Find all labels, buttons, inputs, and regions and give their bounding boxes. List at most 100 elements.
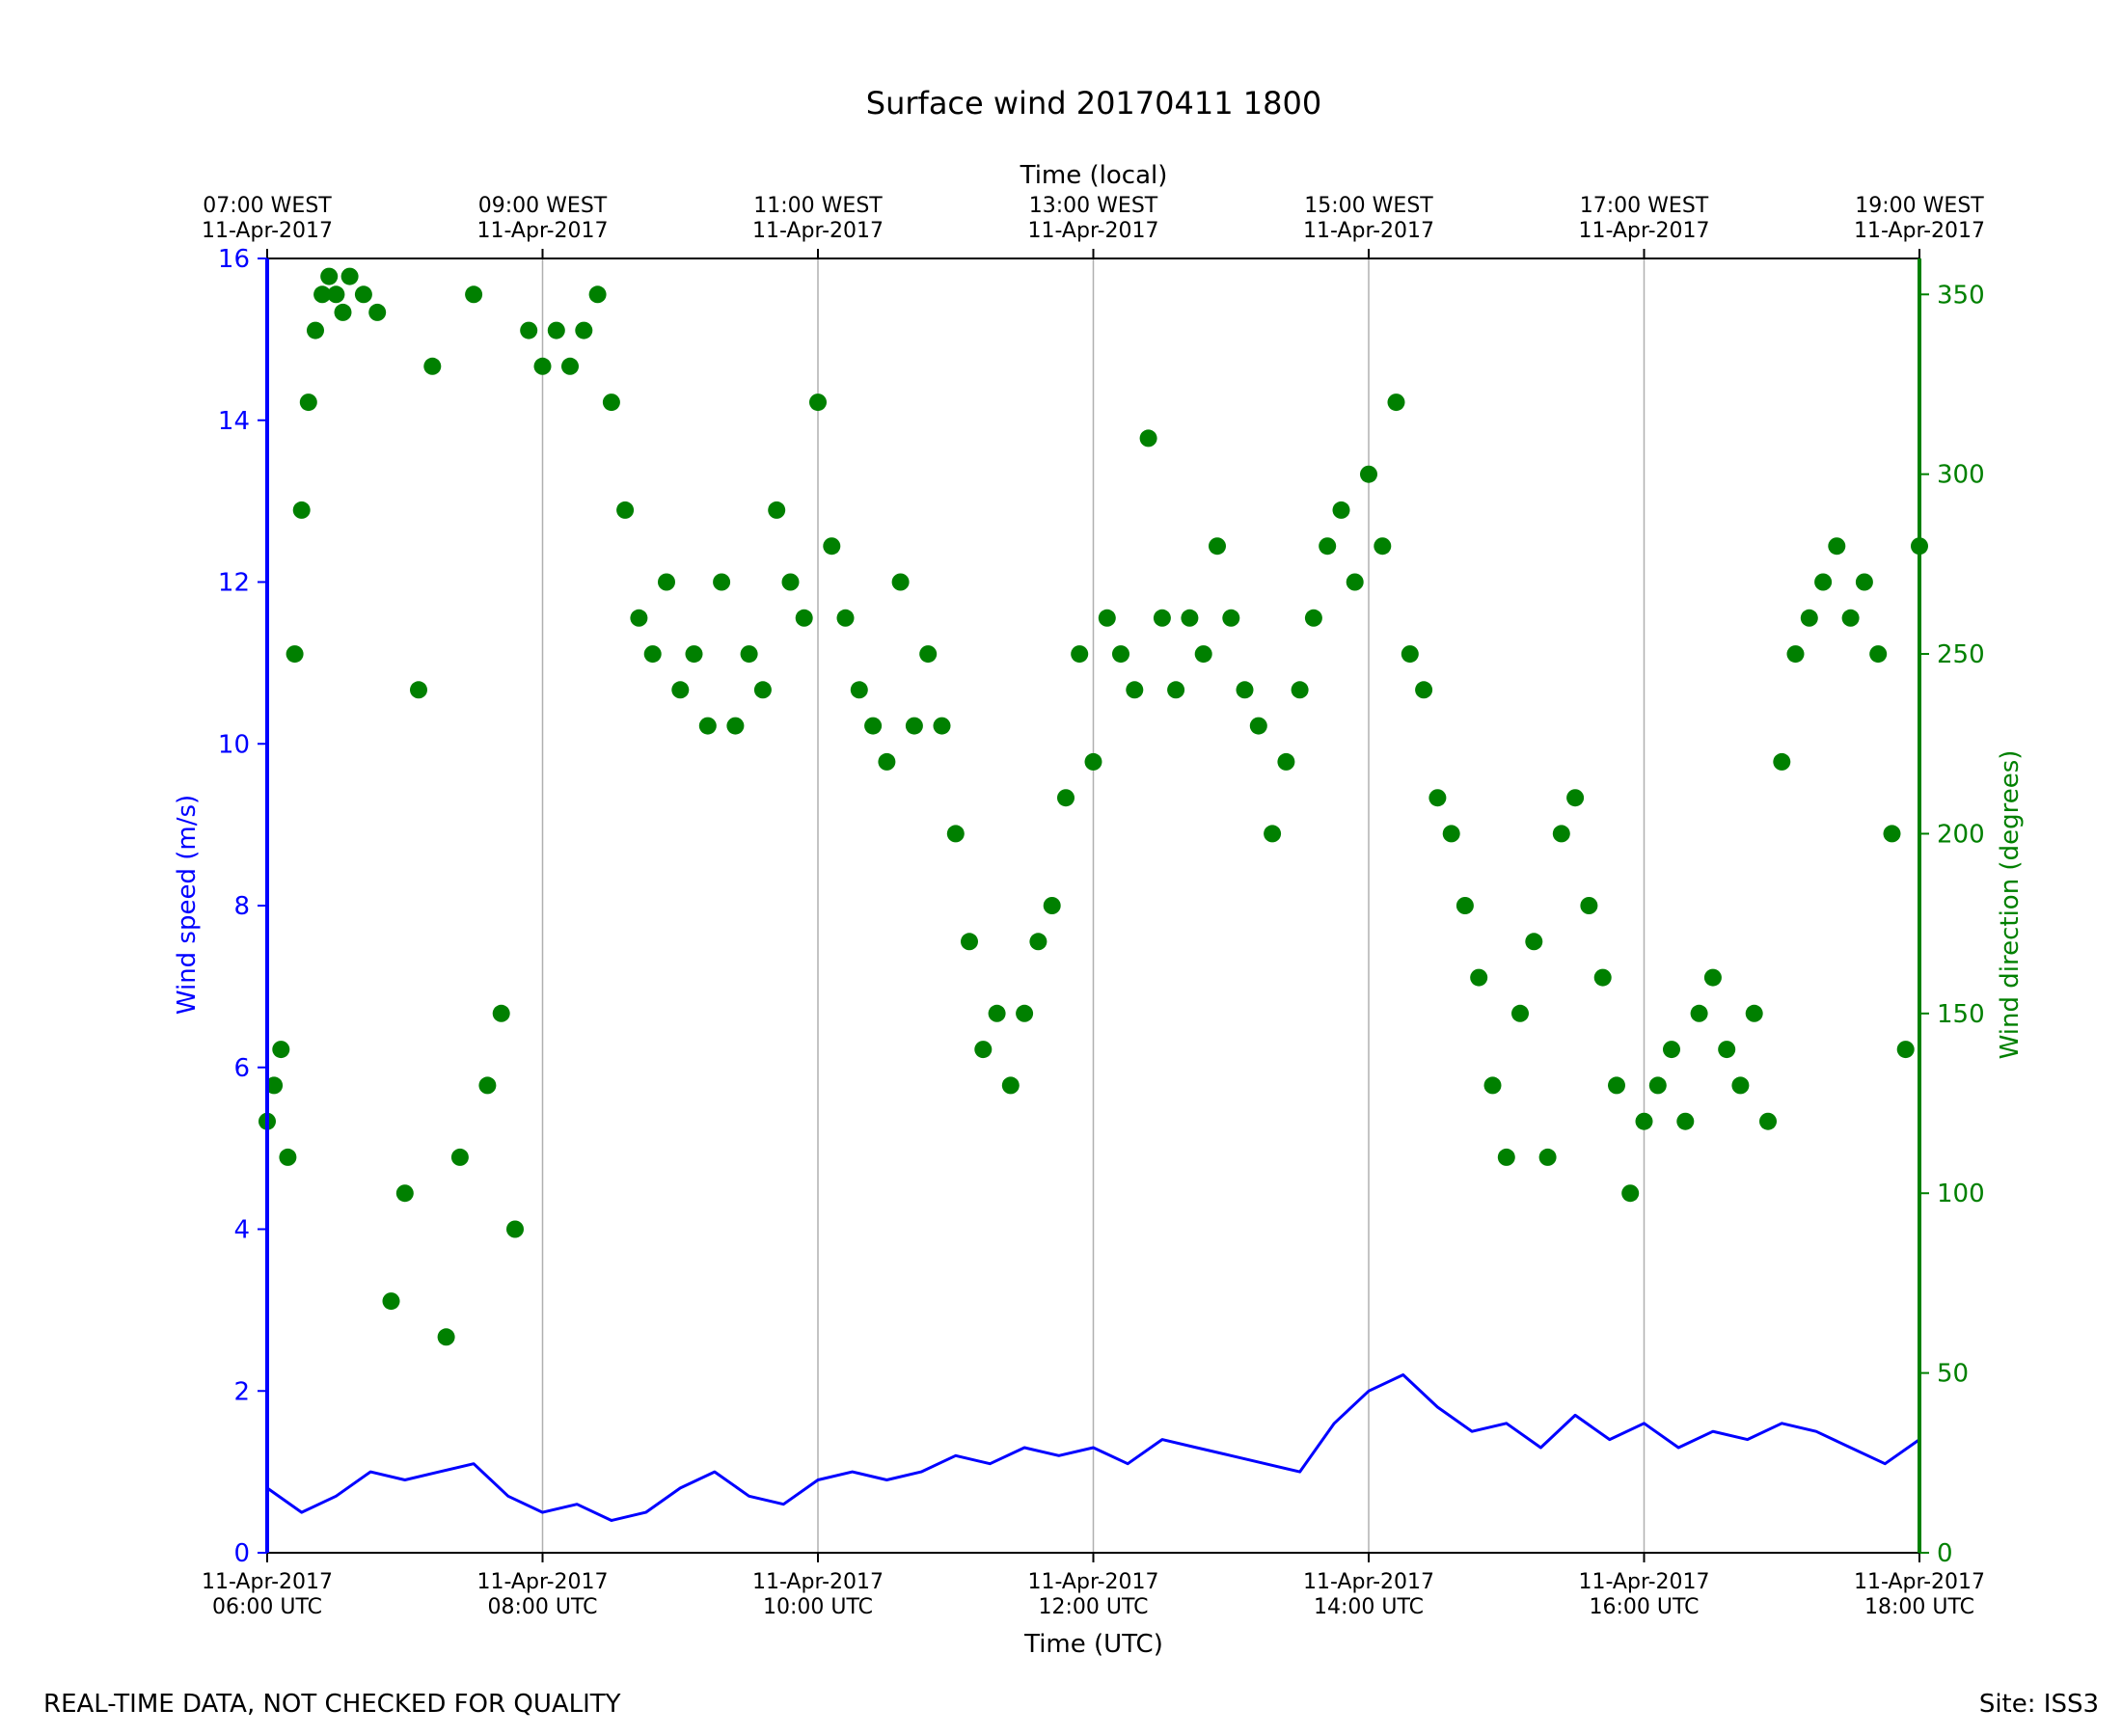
wind-direction-point <box>836 609 855 627</box>
x-tick-time: 10:00 UTC <box>763 1595 873 1619</box>
wind-direction-point <box>1718 1041 1736 1059</box>
wind-direction-point <box>478 1076 497 1095</box>
wind-direction-point <box>1346 573 1364 591</box>
wind-direction-point <box>1029 933 1047 951</box>
wind-direction-point <box>1401 645 1419 664</box>
x-tick-time: 16:00 UTC <box>1589 1595 1699 1619</box>
right-axis-label: Wind direction (degrees) <box>1996 750 2025 1060</box>
wind-direction-point <box>575 321 593 339</box>
wind-direction-point <box>1374 537 1392 556</box>
wind-direction-point <box>395 1184 414 1203</box>
y2-tick-label: 100 <box>1937 1180 1985 1208</box>
wind-direction-point <box>465 285 483 304</box>
wind-direction-point <box>1883 825 1901 843</box>
x2-tick-date: 11-Apr-2017 <box>1578 219 1709 243</box>
wind-direction-point <box>850 681 868 699</box>
wind-direction-point <box>279 1148 297 1166</box>
wind-direction-point <box>1731 1076 1750 1095</box>
wind-direction-point <box>1648 1076 1667 1095</box>
wind-direction-point <box>809 393 827 412</box>
wind-direction-point <box>671 681 690 699</box>
left-axis-ticks: 0 2 4 6 8 10 12 14 16 <box>218 245 267 1568</box>
y-tick-label: 16 <box>218 245 250 274</box>
wind-direction-point <box>1621 1184 1640 1203</box>
y-tick-label: 12 <box>218 569 250 598</box>
wind-direction-point <box>1043 897 1061 914</box>
x2-tick-date: 11-Apr-2017 <box>1854 219 1985 243</box>
x-tick-time: 12:00 UTC <box>1038 1595 1148 1619</box>
wind-direction-point <box>1580 897 1598 914</box>
wind-direction-point <box>1181 609 1199 627</box>
wind-direction-point <box>1387 393 1405 412</box>
wind-direction-point <box>726 717 745 735</box>
wind-direction-point <box>961 933 978 951</box>
wind-direction-point <box>864 717 883 735</box>
wind-direction-point <box>685 645 703 664</box>
wind-direction-point <box>1112 645 1129 664</box>
wind-direction-point <box>1415 681 1433 699</box>
left-axis-label: Wind speed (m/s) <box>173 795 202 1015</box>
wind-direction-point <box>286 645 304 664</box>
wind-speed-series <box>266 1373 1920 1522</box>
wind-direction-point <box>272 1041 290 1059</box>
y2-tick-label: 350 <box>1937 281 1985 310</box>
y-tick-label: 10 <box>218 730 250 759</box>
wind-direction-point <box>988 1004 1006 1022</box>
wind-direction-point <box>561 357 579 375</box>
x2-tick-time: 17:00 WEST <box>1580 194 1709 218</box>
wind-direction-point <box>713 573 731 591</box>
wind-direction-point <box>410 681 427 699</box>
x2-tick-time: 07:00 WEST <box>203 194 332 218</box>
wind-direction-point <box>919 645 938 664</box>
y-tick-label: 8 <box>233 892 250 921</box>
y-tick-label: 4 <box>233 1216 250 1245</box>
x2-tick-time: 19:00 WEST <box>1855 194 1984 218</box>
wind-direction-point <box>781 573 800 591</box>
wind-direction-point <box>1222 609 1240 627</box>
wind-direction-point <box>1194 645 1212 664</box>
wind-direction-point <box>823 537 841 556</box>
vertical-gridlines <box>541 258 1646 1553</box>
wind-direction-point <box>768 501 786 519</box>
wind-direction-point <box>1071 645 1089 664</box>
y2-tick-label: 150 <box>1937 1000 1985 1029</box>
wind-direction-point <box>340 267 359 285</box>
wind-direction-point <box>643 645 662 664</box>
wind-direction-point <box>382 1292 400 1311</box>
wind-direction-point <box>1635 1112 1653 1130</box>
wind-direction-point <box>1814 573 1833 591</box>
wind-direction-point <box>1525 933 1543 951</box>
x2-tick-date: 11-Apr-2017 <box>202 219 333 243</box>
y2-tick-label: 300 <box>1937 461 1985 490</box>
wind-direction-point <box>1786 645 1805 664</box>
wind-direction-point <box>1291 681 1309 699</box>
wind-direction-point <box>1249 717 1267 735</box>
wind-direction-point <box>437 1328 455 1346</box>
y2-tick-label: 250 <box>1937 640 1985 669</box>
wind-direction-point <box>1800 609 1818 627</box>
wind-direction-point <box>1593 968 1612 987</box>
x2-tick-date: 11-Apr-2017 <box>752 219 884 243</box>
wind-direction-point <box>1167 681 1185 699</box>
wind-direction-point <box>1277 752 1295 771</box>
wind-direction-point <box>1608 1076 1625 1095</box>
wind-direction-point <box>1236 681 1254 699</box>
wind-direction-point <box>1470 968 1488 987</box>
x-tick-time: 14:00 UTC <box>1314 1595 1424 1619</box>
wind-speed-line <box>266 1373 1920 1522</box>
wind-direction-point <box>265 1076 284 1095</box>
wind-direction-point <box>1304 609 1322 627</box>
wind-direction-point <box>368 303 387 321</box>
x2-tick-time: 09:00 WEST <box>478 194 608 218</box>
x-tick-date: 11-Apr-2017 <box>1854 1570 1985 1594</box>
right-axis-ticks: 0 50 100 150 200 250 300 350 <box>1919 281 1985 1568</box>
quality-disclaimer: REAL-TIME DATA, NOT CHECKED FOR QUALITY <box>43 1690 621 1719</box>
wind-direction-point <box>299 393 317 412</box>
x-tick-date: 11-Apr-2017 <box>1578 1570 1709 1594</box>
wind-direction-point <box>1455 897 1474 914</box>
x-tick-time: 08:00 UTC <box>487 1595 597 1619</box>
x-tick-date: 11-Apr-2017 <box>202 1570 333 1594</box>
wind-direction-point <box>658 573 675 591</box>
x2-tick-time: 11:00 WEST <box>753 194 883 218</box>
wind-direction-point <box>292 501 311 519</box>
